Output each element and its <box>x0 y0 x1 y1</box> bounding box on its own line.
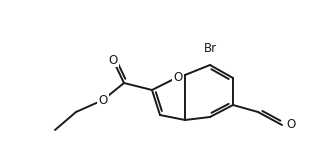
Text: O: O <box>98 93 108 107</box>
Text: O: O <box>173 71 182 84</box>
Text: O: O <box>108 53 117 67</box>
Text: O: O <box>286 119 295 132</box>
Text: Br: Br <box>203 42 216 55</box>
